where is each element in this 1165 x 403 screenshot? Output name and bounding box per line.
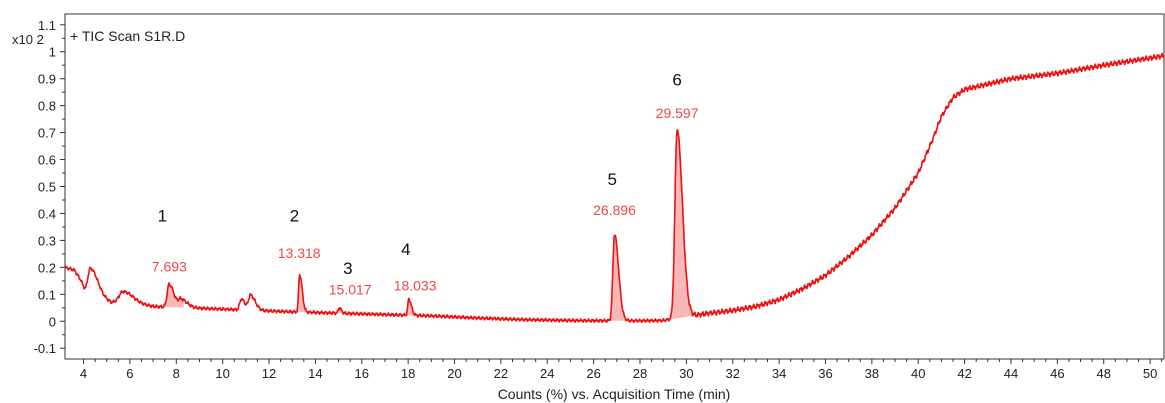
x-tick-label: 46: [1050, 366, 1064, 381]
x-tick-label: 22: [494, 366, 508, 381]
x-tick-label: 10: [215, 366, 229, 381]
peak-fill-1: [161, 283, 184, 308]
x-tick-label: 44: [1004, 366, 1018, 381]
peak-number-4: 4: [401, 240, 410, 259]
x-tick-label: 6: [126, 366, 133, 381]
x-tick-label: 30: [679, 366, 693, 381]
x-tick-label: 48: [1096, 366, 1110, 381]
y-tick-label: 0.3: [38, 233, 56, 248]
peak-fill-6: [668, 130, 694, 321]
peak-number-3: 3: [343, 259, 352, 278]
tic-trace: [64, 52, 1165, 324]
peak-labels: 1 7.693 2 13.318 3 15.017 4 18.033 5 26.896 6 29.59…: [152, 70, 699, 297]
x-tick-label: 32: [726, 366, 740, 381]
x-tick-label: 36: [818, 366, 832, 381]
peak-fill-5: [607, 235, 628, 321]
x-tick-label: 8: [173, 366, 180, 381]
legend-entry: + TIC Scan S1R.D: [70, 28, 185, 44]
x-tick-label: 14: [308, 366, 322, 381]
x-tick-label: 4: [80, 366, 87, 381]
x-tick-label: 34: [772, 366, 786, 381]
x-tick-label: 50: [1143, 366, 1157, 381]
x-tick-label: 24: [540, 366, 554, 381]
peak-rt-label-2: 13.318: [278, 245, 321, 261]
peak-rt-label-5: 26.896: [593, 202, 636, 218]
y-tick-label: 0.7: [38, 126, 56, 141]
y-tick-label: 0.4: [38, 206, 56, 221]
peak-rt-label-4: 18.033: [394, 277, 437, 293]
x-axis-label: Counts (%) vs. Acquisition Time (min): [498, 386, 731, 402]
y-tick-label: 1: [49, 45, 56, 60]
peak-rt-label-1: 7.693: [152, 258, 187, 274]
y-tick-label: 1.1: [38, 18, 56, 33]
tic-line: [64, 52, 1165, 324]
y-tick-label: 0.9: [38, 72, 56, 87]
y-tick-label: 0.5: [38, 180, 56, 195]
x-tick-label: 38: [865, 366, 879, 381]
peak-number-6: 6: [672, 70, 681, 89]
y-multiplier-label: x10 2: [12, 32, 44, 47]
y-tick-label: 0.6: [38, 153, 56, 168]
y-tick-label: 0.1: [38, 287, 56, 302]
x-tick-label: 40: [911, 366, 925, 381]
x-tick-label: 12: [262, 366, 276, 381]
peak-fill-3: [335, 308, 346, 315]
x-tick-label: 26: [586, 366, 600, 381]
peak-number-1: 1: [158, 207, 167, 226]
x-tick-label: 18: [401, 366, 415, 381]
y-tick-label: 0.2: [38, 260, 56, 275]
peak-number-5: 5: [607, 170, 616, 189]
x-axis: 4 6 8 10 12 14 16 18 20 22 24 26 28 30 32 34 36 38 40 42 44 4…: [80, 359, 1163, 381]
x-tick-label: 16: [355, 366, 369, 381]
y-tick-label: 0.8: [38, 99, 56, 114]
x-tick-label: 20: [447, 366, 461, 381]
peak-number-2: 2: [290, 207, 299, 226]
x-tick-label: 42: [957, 366, 971, 381]
peak-rt-label-6: 29.597: [656, 105, 699, 121]
peak-rt-label-3: 15.017: [329, 281, 372, 297]
y-tick-label: -0.1: [34, 341, 56, 356]
y-tick-label: 0: [49, 314, 56, 329]
y-axis: -0.1 0 0.1 0.2 0.3 0.4 0.5 0.6 0.7 0.8 0.9 1 1.1: [34, 18, 65, 356]
x-tick-label: 28: [633, 366, 647, 381]
